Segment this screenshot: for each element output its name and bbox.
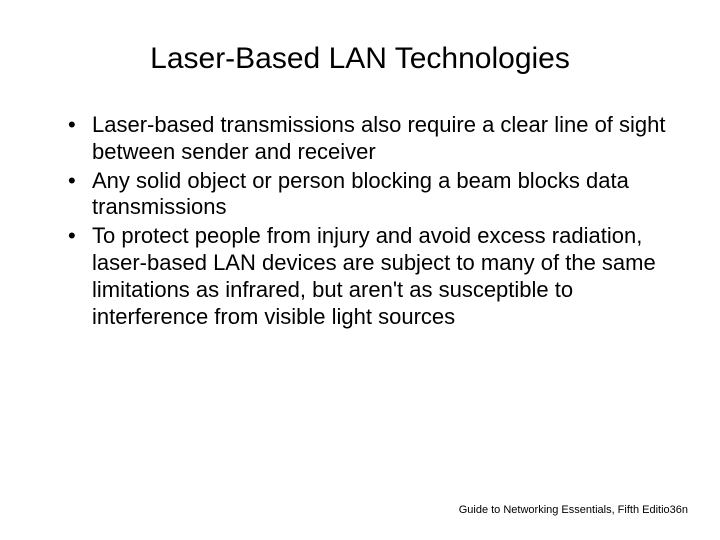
slide-title: Laser-Based LAN Technologies	[48, 42, 672, 76]
bullet-item: To protect people from injury and avoid …	[68, 223, 672, 330]
slide-footer: Guide to Networking Essentials, Fifth Ed…	[459, 504, 688, 516]
bullet-list: Laser-based transmissions also require a…	[48, 112, 672, 331]
bullet-item: Laser-based transmissions also require a…	[68, 112, 672, 166]
slide: Laser-Based LAN Technologies Laser-based…	[0, 0, 720, 540]
bullet-item: Any solid object or person blocking a be…	[68, 168, 672, 222]
